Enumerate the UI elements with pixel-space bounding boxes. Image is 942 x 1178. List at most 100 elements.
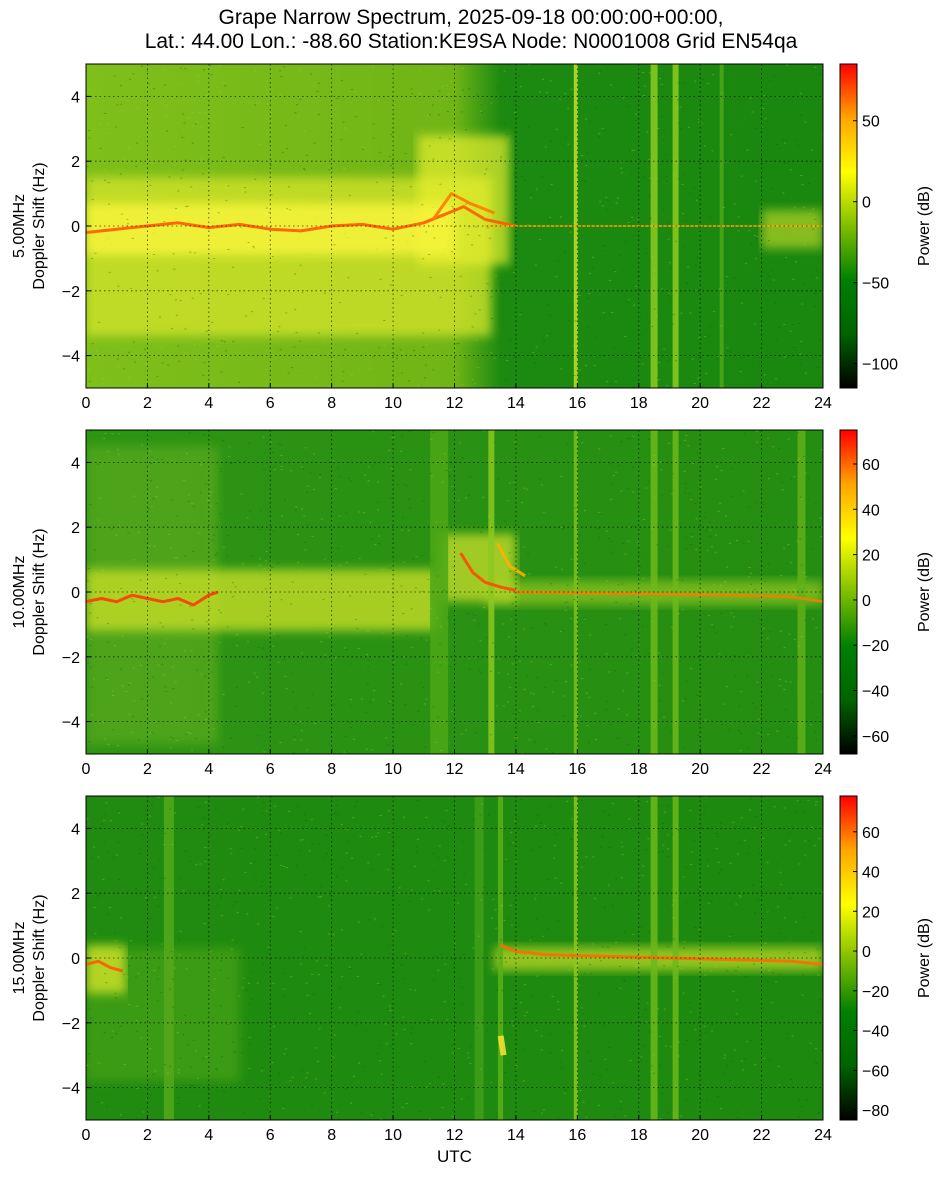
colorbar-tick-label: −60 [862,1063,889,1080]
noise-texture [86,64,823,388]
x-tick-label: 24 [814,1127,832,1144]
colorbar-tick-label: 0 [862,593,871,610]
interference-stripe-0 [163,796,174,1120]
x-tick-label: 10 [384,1127,402,1144]
doppler-trace-0 [86,205,517,234]
x-tick-label: 10 [384,761,402,778]
title-line-1: Grape Narrow Spectrum, 2025-09-18 00:00:… [218,6,724,29]
colorbar-tick-label: 40 [862,865,880,882]
colorbar-tick-label: −50 [862,276,889,293]
doppler-trace-2 [515,590,823,603]
x-tick-label: 14 [507,1127,525,1144]
colorbar-tick-label: −20 [862,984,889,1001]
doppler-trace-0 [86,959,124,973]
x-tick-label: 6 [266,1127,275,1144]
colorbar-tick-label: 0 [862,195,871,212]
x-tick-label: 4 [204,761,213,778]
y-axis-label-line: 10.00MHz [11,556,28,629]
x-tick-label: 6 [266,395,275,412]
x-tick-label: 4 [204,1127,213,1144]
colorbar-label: Power (dB) [916,918,933,998]
x-tick-label: 2 [143,1127,152,1144]
x-axis-label: UTC [437,1147,472,1166]
x-tick-label: 16 [568,761,586,778]
colorbar-tick-label: −60 [862,729,889,746]
y-tick-label: −2 [62,284,80,301]
x-tick-label: 22 [753,1127,771,1144]
y-tick-label: 4 [71,821,80,838]
x-tick-label: 16 [568,1127,586,1144]
colorbar-tick-label: 0 [862,944,871,961]
colorbar-label: Power (dB) [916,552,933,632]
power-band-3 [761,209,823,249]
x-tick-label: 8 [327,761,336,778]
x-tick-label: 14 [507,761,525,778]
colorbar [839,795,858,1121]
y-axis-label-line: 5.00MHz [11,194,28,258]
colorbar-tick-label: 20 [862,548,880,565]
x-tick-label: 12 [446,761,464,778]
colorbar-tick-label: −40 [862,1024,889,1041]
title-line-2: Lat.: 44.00 Lon.: -88.60 Station:KE9SA N… [144,30,798,53]
x-tick-label: 22 [753,395,771,412]
x-tick-label: 0 [82,761,91,778]
y-tick-label: 4 [71,455,80,472]
interference-stripe-3 [573,796,578,1120]
x-tick-label: 12 [446,395,464,412]
x-tick-label: 22 [753,761,771,778]
colorbar-tick-label: 60 [862,457,880,474]
doppler-trace-3 [496,542,526,578]
y-tick-label: 2 [71,886,80,903]
doppler-trace-0 [86,590,219,607]
x-tick-label: 14 [507,395,525,412]
colorbar [839,63,858,389]
x-tick-label: 0 [82,395,91,412]
y-tick-label: −4 [62,715,80,732]
y-tick-label: 2 [71,154,80,171]
colorbar-tick-label: −40 [862,684,889,701]
x-tick-label: 18 [630,395,648,412]
doppler-trace-2 [497,1035,507,1056]
colorbar-tick-label: 50 [862,114,880,131]
x-tick-label: 8 [327,1127,336,1144]
x-tick-label: 20 [691,761,709,778]
y-tick-label: 0 [71,219,80,236]
colorbar [839,429,858,755]
x-tick-label: 18 [630,1127,648,1144]
x-tick-label: 10 [384,395,402,412]
interference-stripe-1 [474,796,484,1120]
noise-texture [86,796,823,1120]
x-tick-label: 6 [266,761,275,778]
x-tick-label: 20 [691,395,709,412]
y-axis-label-line: 15.00MHz [11,922,28,995]
x-tick-label: 24 [814,395,832,412]
y-tick-label: 4 [71,89,80,106]
colorbar-tick-label: −100 [862,357,898,374]
y-tick-label: −2 [62,650,80,667]
y-axis-label-line: Doppler Shift (Hz) [31,162,48,289]
y-axis-label-line: Doppler Shift (Hz) [31,894,48,1021]
colorbar-tick-label: −20 [862,638,889,655]
x-tick-label: 18 [630,761,648,778]
x-tick-label: 12 [446,1127,464,1144]
x-tick-label: 0 [82,1127,91,1144]
doppler-trace-1 [500,943,823,966]
colorbar-tick-label: 40 [862,502,880,519]
colorbar-label: Power (dB) [916,186,933,266]
x-tick-label: 8 [327,395,336,412]
y-tick-label: −4 [62,1081,80,1098]
interference-stripe-0 [430,430,449,754]
power-band-1 [86,569,440,631]
colorbar-tick-label: −80 [862,1103,889,1120]
chart-title: Grape Narrow Spectrum, 2025-09-18 00:00:… [0,6,942,54]
noise-texture [86,430,823,754]
y-tick-label: 0 [71,951,80,968]
y-tick-label: −4 [62,349,80,366]
colorbar-tick-label: 20 [862,904,880,921]
y-axis-label-line: Doppler Shift (Hz) [31,528,48,655]
doppler-trace-1 [459,552,517,592]
x-tick-label: 20 [691,1127,709,1144]
x-tick-label: 4 [204,395,213,412]
